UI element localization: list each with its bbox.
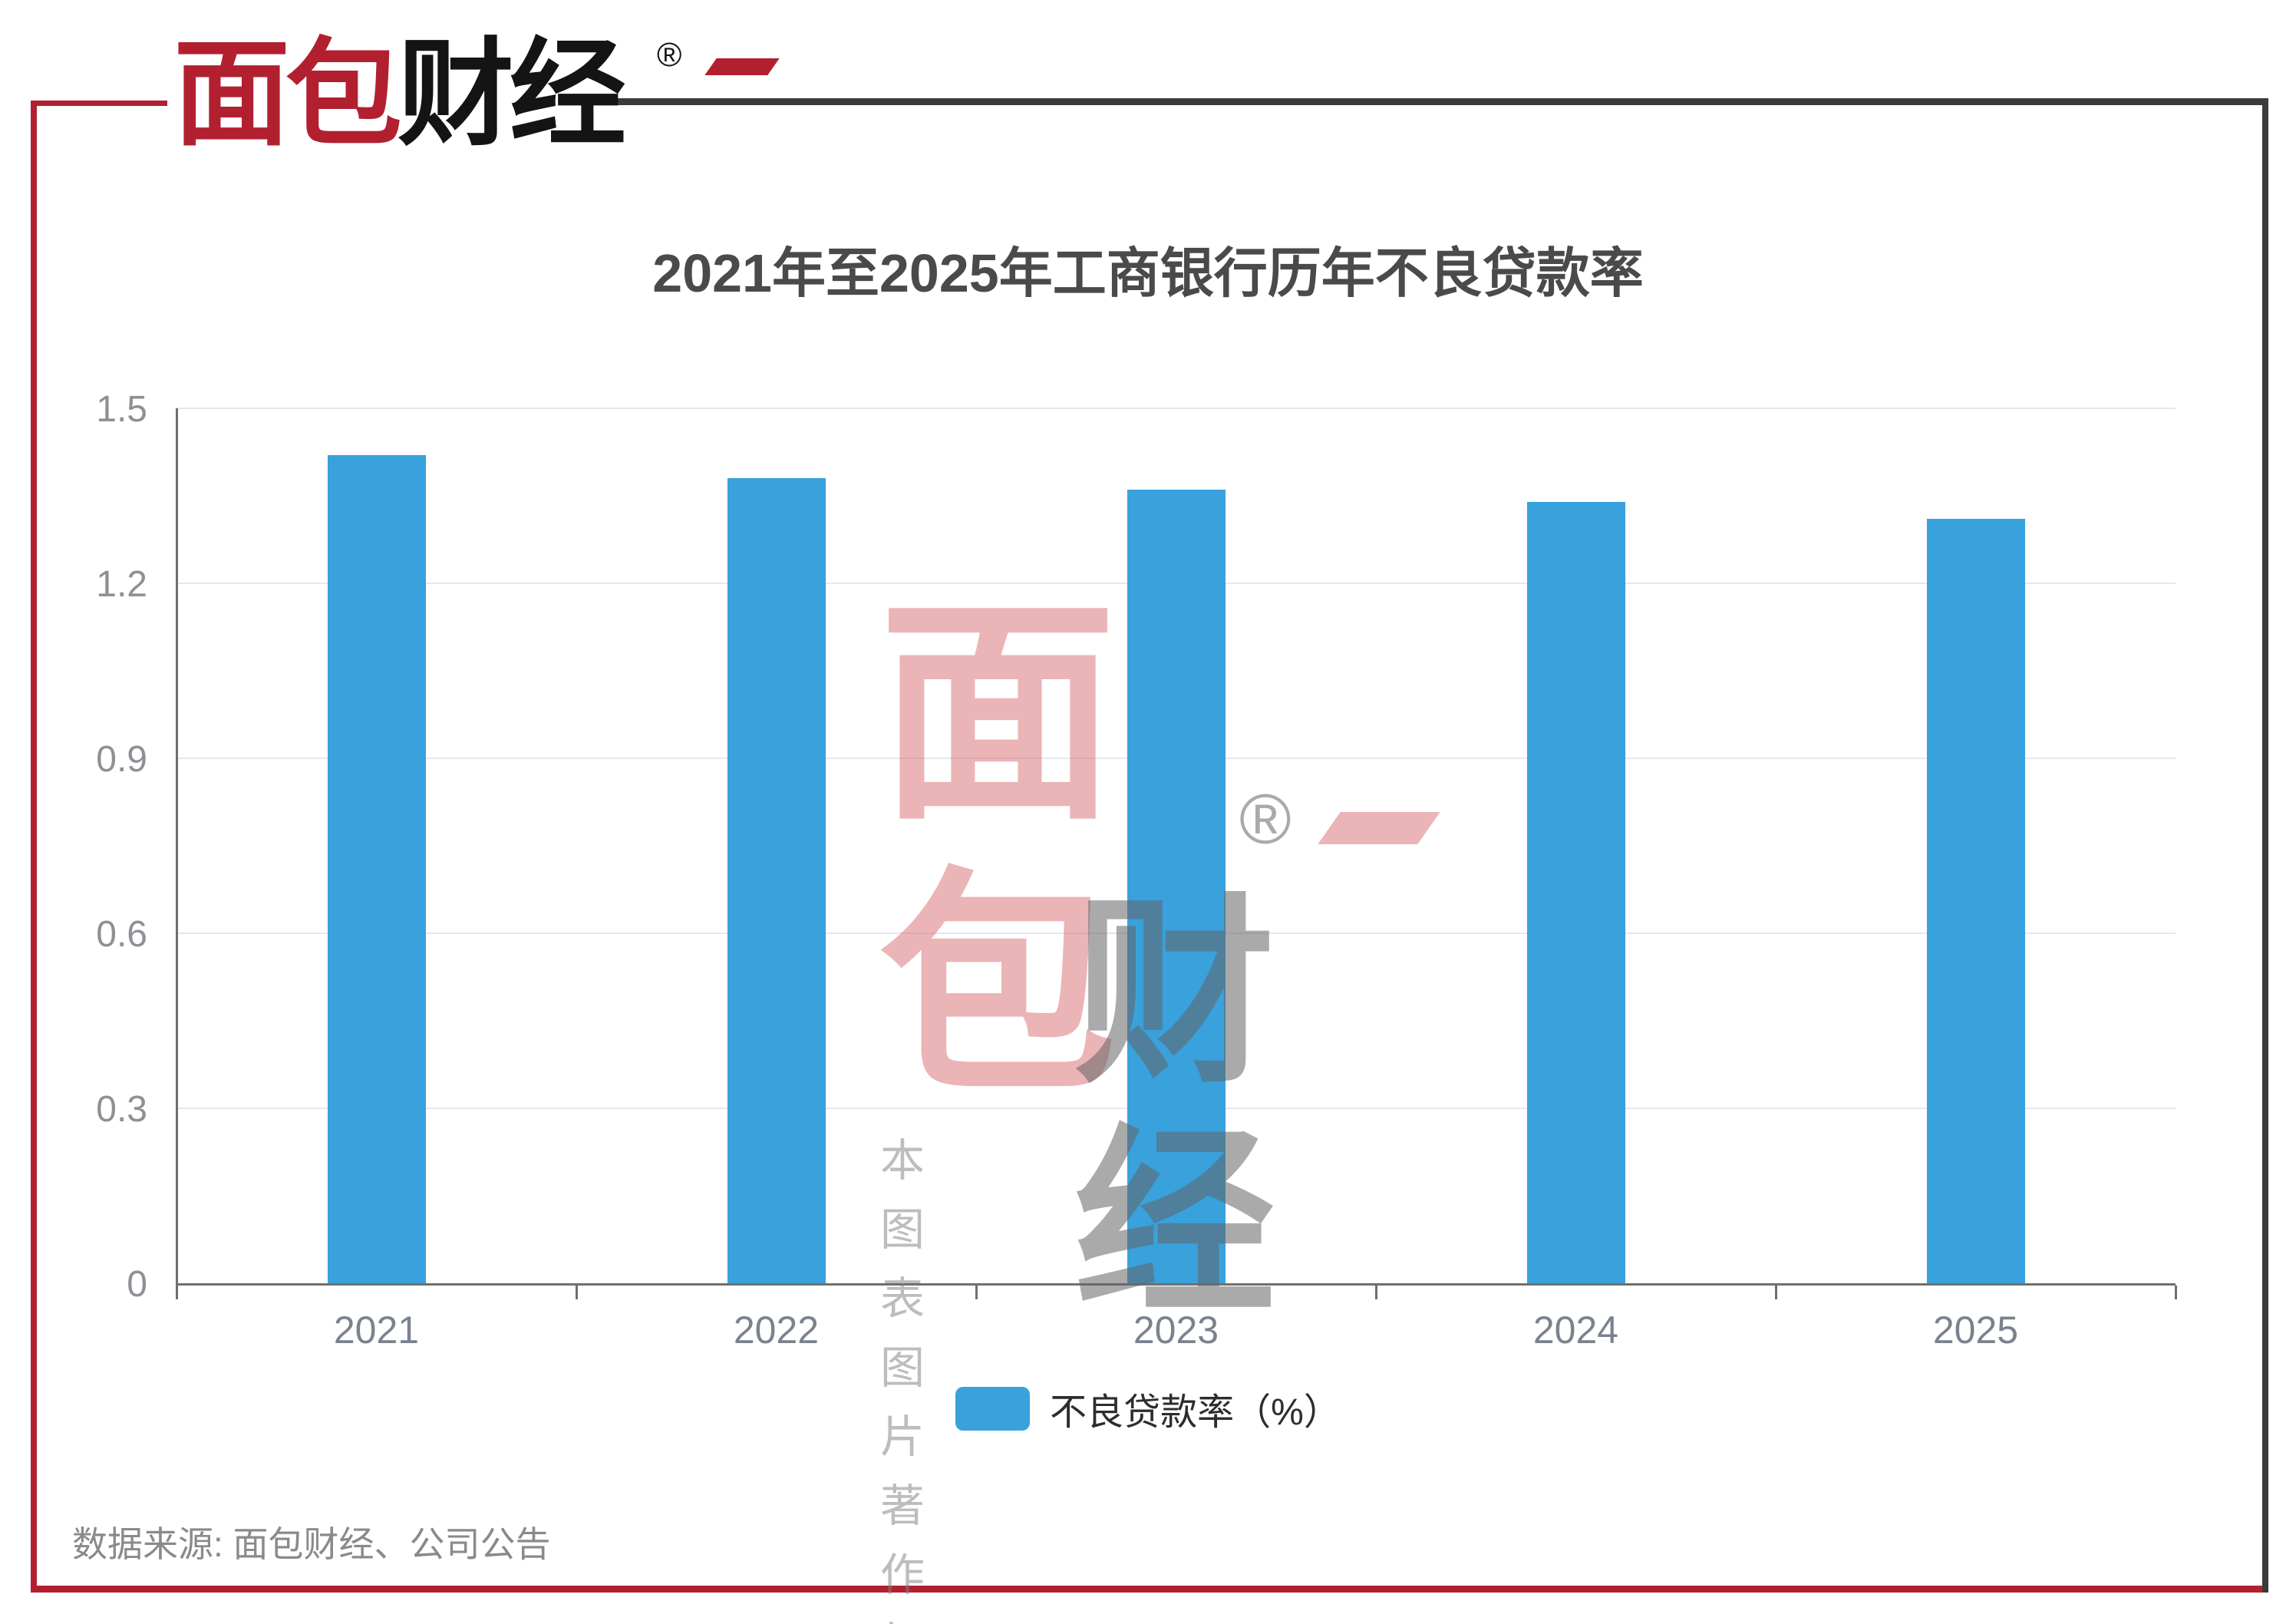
bar-2025[interactable] <box>1926 519 2025 1283</box>
bar-2022[interactable] <box>727 478 826 1283</box>
frame-border-left <box>31 101 37 1592</box>
x-axis-line <box>176 1283 2176 1286</box>
x-axis-tick-label: 2022 <box>733 1309 820 1352</box>
brand-logo-red-part: 面包 <box>173 29 402 160</box>
bar-2023[interactable] <box>1127 490 1226 1283</box>
y-axis-tick-label: 1.2 <box>96 564 147 605</box>
x-axis-tick <box>576 1286 578 1299</box>
bar-2024[interactable] <box>1526 501 1625 1283</box>
legend-swatch[interactable] <box>955 1386 1031 1431</box>
frame-border-top-left <box>31 101 167 106</box>
x-axis-tick-label: 2021 <box>333 1309 420 1352</box>
x-axis-tick <box>975 1286 978 1299</box>
x-axis-tick-label: 2023 <box>1133 1309 1219 1352</box>
x-axis-tick <box>1375 1286 1377 1299</box>
x-axis-tick <box>176 1286 178 1299</box>
legend-label[interactable]: 不良贷款率（%） <box>1050 1392 1341 1433</box>
registered-trademark-icon: ® <box>657 36 682 74</box>
data-source-note: 数据来源: 面包财经、公司公告 <box>72 1524 551 1564</box>
frame-border-bottom <box>31 1586 2268 1593</box>
legend-item[interactable]: 不良贷款率（%） <box>0 1385 2296 1433</box>
x-axis-tick-label: 2025 <box>1932 1309 2019 1352</box>
chart-title: 2021年至2025年工商银行历年不良贷款率 <box>652 243 1644 303</box>
y-axis-tick-label: 0.6 <box>96 914 147 955</box>
brand-logo: 面包财经 ® <box>173 28 780 170</box>
y-axis-line <box>176 408 178 1286</box>
x-axis-tick <box>2175 1286 2177 1299</box>
frame-border-top <box>614 98 2268 105</box>
y-axis-tick-label: 1.5 <box>96 389 147 430</box>
gridline <box>176 408 2176 409</box>
x-axis-tick <box>1775 1286 1777 1299</box>
bar-2021[interactable] <box>327 454 426 1283</box>
y-axis-tick-label: 0.9 <box>96 739 147 780</box>
frame-border-right <box>2262 98 2268 1593</box>
y-axis-tick-label: 0 <box>127 1264 147 1305</box>
y-axis-tick-label: 0.3 <box>96 1089 147 1130</box>
x-axis-tick-label: 2024 <box>1532 1309 1619 1352</box>
brand-logo-black-part: 财经 <box>398 29 626 160</box>
